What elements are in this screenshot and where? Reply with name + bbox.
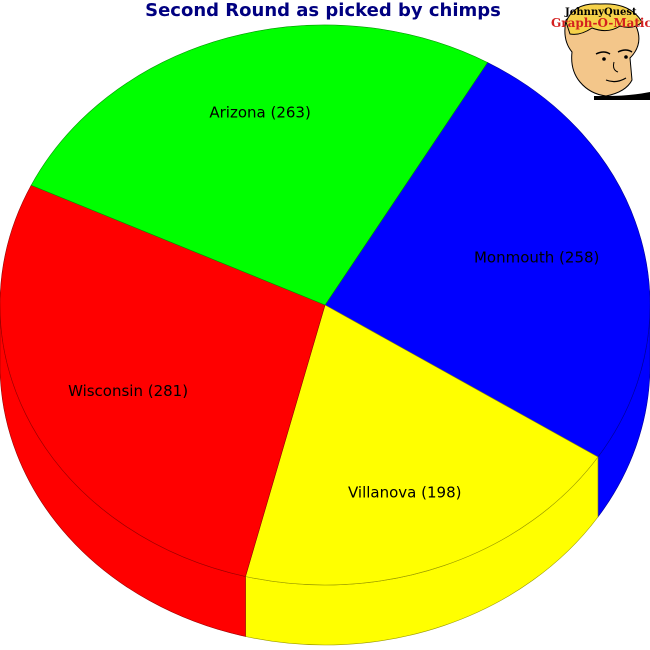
graph-o-matic-logo: JohnnyQuest Graph-O-Matic <box>551 3 650 100</box>
slice-label-arizona: Arizona (263) <box>209 104 310 122</box>
pie-slice-villanova <box>245 304 599 586</box>
pie-slice-wisconsin <box>0 184 326 577</box>
pie-slices <box>0 24 650 586</box>
slice-label-monmouth: Monmouth (258) <box>474 249 599 267</box>
logo-line2: Graph-O-Matic <box>551 16 650 30</box>
slice-label-villanova: Villanova (198) <box>348 484 461 502</box>
pie-slice-monmouth <box>324 62 650 458</box>
pie-slice-arizona <box>30 24 488 306</box>
cartoon-boy-face-icon <box>564 3 650 100</box>
slice-labels: Monmouth (258) Villanova (198) Wisconsin (… <box>68 104 599 502</box>
logo-line1: JohnnyQuest <box>564 7 637 18</box>
chart-title: Second Round as picked by chimps <box>145 0 501 21</box>
slice-label-wisconsin: Wisconsin (281) <box>68 382 188 400</box>
